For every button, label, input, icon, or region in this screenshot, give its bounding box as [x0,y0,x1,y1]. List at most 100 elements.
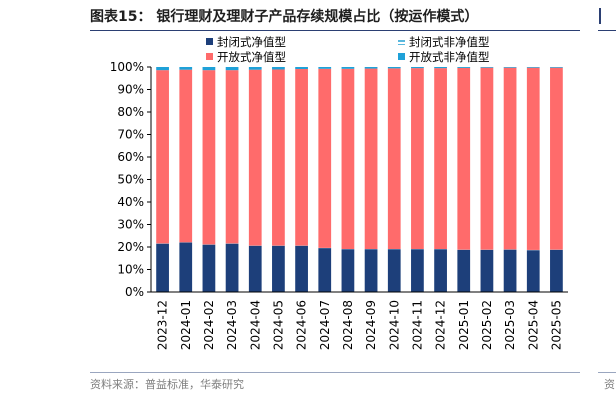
figure-title: 图表15： 银行理财及理财子产品存续规模占比（按运作模式） [90,9,479,25]
bar-segment-4 [318,67,332,69]
bar-segment-4 [248,67,262,70]
x-tick-label: 2024-03 [225,300,239,350]
x-tick-label: 2024-12 [434,300,448,350]
bar-segment-4 [364,67,378,69]
x-tick-label: 2025-04 [526,300,540,350]
bar-segment-1 [550,249,563,292]
x-tick-label: 2024-05 [271,300,285,350]
bar-segment-3 [225,70,239,244]
legend-label-2: 封闭式非净值型 [409,35,490,49]
bar-segment-1 [272,245,285,292]
y-tick-label: 30% [117,218,144,232]
adjacent-title-rule [598,30,616,31]
bar-segment-4 [480,67,494,68]
x-tick-label: 2024-08 [341,300,355,350]
x-tick-label: 2024-04 [248,300,262,350]
legend-label-4: 开放式非净值型 [409,50,490,64]
bar-segment-3 [272,69,285,246]
bar-segment-1 [387,249,401,292]
x-tick-label: 2025-02 [480,300,494,350]
bar-segment-4 [526,67,540,68]
bar-segment-3 [156,70,169,244]
x-tick-label: 2024-11 [410,300,424,350]
bar-segment-3 [434,68,447,250]
y-tick-label: 20% [117,240,144,254]
bar-segment-3 [550,67,563,250]
x-tick-label: 2023-12 [156,300,170,350]
legend-swatch-1 [206,38,213,45]
bar-segment-1 [480,249,494,292]
bar-segment-4 [225,67,239,71]
bars [156,67,563,292]
legend-swatch-3 [206,53,213,60]
adjacent-figure-text: 资 [604,378,615,391]
x-tick-label: 2024-02 [202,300,216,350]
bar-segment-4 [295,67,308,70]
bar-segment-3 [341,68,355,250]
legend-swatch-4 [398,53,405,60]
bar-segment-4 [272,67,285,70]
bar-segment-3 [387,68,401,250]
bar-segment-1 [411,249,424,292]
y-axis: 0% 10% 20% 30% 40% 50% 60% 70% 80% 90% 100% [110,60,152,299]
title-rule [90,30,580,31]
bar-segment-3 [248,69,262,246]
bar-segment-4 [503,67,517,68]
bar-segment-3 [202,70,216,245]
legend-swatch-2 [398,38,405,45]
bar-segment-1 [341,249,355,292]
legend-label-3: 开放式净值型 [217,50,286,64]
bar-segment-4 [341,67,355,69]
bar-segment-4 [550,67,563,68]
bar-segment-4 [411,67,424,69]
y-tick-label: 90% [117,83,144,97]
bar-segment-4 [179,67,193,70]
y-tick-label: 40% [117,195,144,209]
bar-segment-3 [503,67,517,250]
bar-segment-3 [457,67,471,250]
bar-segment-4 [457,67,471,68]
bar-segment-1 [202,244,216,292]
bar-segment-1 [318,248,332,292]
bar-segment-1 [156,243,169,292]
x-tick-label: 2024-09 [364,300,378,350]
bar-segment-1 [364,249,378,292]
x-tick-label: 2025-03 [503,300,517,350]
bar-segment-1 [225,243,239,292]
y-tick-label: 100% [110,60,144,74]
y-tick-label: 50% [117,173,144,187]
source-rule [90,372,580,373]
bar-segment-3 [480,67,494,250]
bar-segment-4 [202,67,216,71]
bar-segment-3 [526,67,540,250]
x-tick-label: 2025-01 [457,300,471,350]
y-tick-label: 80% [117,105,144,119]
bar-segment-1 [248,245,262,292]
y-tick-label: 60% [117,150,144,164]
x-tick-label: 2024-07 [318,300,332,350]
y-tick-label: 70% [117,128,144,142]
adjacent-figure-edge [599,8,601,24]
bar-segment-1 [526,250,540,292]
bar-segment-1 [295,245,308,292]
y-tick-label: 10% [117,263,144,277]
bar-segment-1 [179,242,193,292]
legend-label-1: 封闭式净值型 [217,35,286,49]
bar-segment-4 [434,67,447,69]
y-tick-label: 0% [125,285,144,299]
bar-segment-3 [295,69,308,246]
bar-segment-3 [318,68,332,248]
x-tick-label: 2024-06 [295,300,309,350]
x-tick-label: 2024-01 [179,300,193,350]
bar-segment-1 [434,249,447,292]
bar-segment-4 [156,67,169,71]
bar-segment-3 [364,68,378,250]
source-note: 资料来源：普益标准，华泰研究 [90,378,244,391]
adjacent-source-rule [598,372,616,373]
bar-segment-1 [503,249,517,292]
bar-segment-1 [457,249,471,292]
x-axis: 2023-12 2024-01 2024-02 2024-03 2024-04 2024-… [151,291,568,350]
bar-segment-3 [411,68,424,250]
